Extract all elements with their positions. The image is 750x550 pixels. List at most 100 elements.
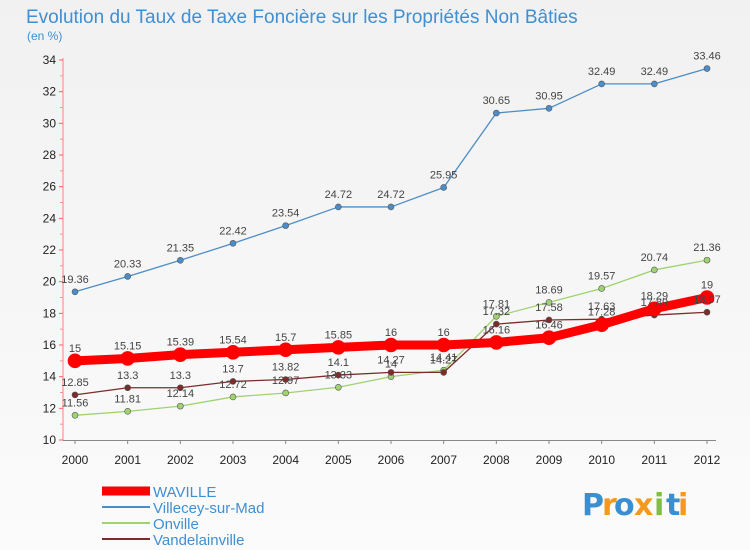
data-label: 16.16	[483, 324, 511, 336]
data-point	[71, 288, 79, 296]
data-point	[545, 299, 553, 306]
data-point	[331, 340, 346, 355]
data-label: 21.36	[693, 242, 721, 254]
data-label: 19.57	[588, 270, 616, 282]
data-label: 13.7	[222, 363, 243, 375]
data-point	[124, 384, 131, 392]
data-label: 15	[69, 343, 81, 355]
brand-letter: x	[634, 488, 653, 523]
data-point	[229, 393, 237, 401]
data-label: 19	[701, 280, 713, 292]
data-label: 11.81	[114, 393, 141, 405]
data-label: 32.49	[588, 66, 616, 78]
data-point	[647, 301, 662, 317]
data-point	[493, 320, 500, 328]
legend-label: Onville	[153, 516, 199, 533]
chart-subtitle: (en %)	[27, 29, 62, 43]
data-label: 15.85	[325, 329, 353, 341]
data-label: 16	[438, 327, 450, 339]
data-label: 13.82	[272, 362, 300, 374]
data-point	[225, 344, 241, 360]
data-label: 13.3	[170, 370, 191, 382]
x-tick-label: 2005	[325, 453, 352, 467]
data-point	[541, 330, 557, 346]
data-point	[440, 184, 447, 191]
data-point	[387, 369, 395, 376]
data-point	[173, 347, 188, 362]
brand-letter: i	[654, 488, 664, 523]
data-point	[229, 378, 237, 385]
x-tick-label: 2006	[378, 453, 405, 467]
data-point	[703, 256, 711, 264]
data-label: 15.7	[275, 332, 296, 344]
brand-letter: r	[602, 488, 617, 523]
x-tick-label: 2000	[62, 453, 89, 467]
data-label: 24.72	[377, 189, 405, 201]
brand-letter: t	[666, 488, 680, 523]
y-tick-label: 22	[43, 243, 57, 257]
data-label: 20.33	[114, 258, 142, 270]
brand-letter: i	[678, 488, 688, 523]
data-point	[229, 240, 237, 247]
data-point	[71, 411, 79, 419]
data-point	[177, 384, 184, 392]
data-point	[545, 316, 553, 324]
series-layer	[67, 65, 715, 419]
data-label: 30.65	[483, 95, 511, 107]
data-label: 12.97	[272, 375, 300, 387]
data-label: 14.27	[377, 354, 405, 366]
data-point	[335, 371, 342, 379]
data-point	[651, 266, 658, 274]
y-tick-label: 10	[43, 433, 57, 447]
data-label: 14.41	[430, 352, 458, 364]
series-line-Villecey-sur-Mad	[74, 67, 708, 293]
data-point	[282, 376, 289, 383]
data-label: 18.07	[693, 294, 721, 306]
x-tick-label: 2009	[536, 453, 563, 467]
y-tick-label: 32	[43, 85, 57, 99]
data-label: 22.42	[219, 225, 247, 237]
data-point	[440, 369, 447, 376]
data-label: 17.32	[483, 306, 511, 318]
x-tick-label: 2003	[220, 453, 247, 467]
data-point	[703, 308, 711, 316]
data-label: 33.46	[693, 51, 721, 63]
data-point	[489, 335, 504, 350]
data-label: 21.35	[167, 242, 195, 254]
data-point	[124, 408, 131, 415]
data-label: 18.69	[535, 284, 563, 296]
y-tick-label: 18	[43, 306, 57, 320]
y-tick-label: 12	[43, 401, 57, 415]
x-tick-label: 2010	[588, 453, 615, 467]
data-label: 14	[385, 359, 397, 371]
data-point	[493, 313, 500, 320]
data-point	[598, 80, 605, 88]
data-point	[703, 65, 711, 72]
data-point	[699, 290, 715, 305]
data-point	[383, 337, 399, 353]
y-tick-label: 30	[43, 116, 57, 130]
data-label: 32.49	[641, 66, 669, 78]
data-label: 24.72	[325, 189, 353, 201]
data-point	[282, 389, 289, 397]
data-point	[545, 104, 553, 112]
x-tick-label: 2002	[167, 453, 194, 467]
data-point	[120, 351, 135, 366]
data-label: 17.58	[535, 302, 563, 314]
y-tick-label: 20	[43, 275, 57, 289]
x-tick-label: 2011	[641, 453, 667, 467]
data-label: 12.72	[219, 379, 247, 391]
data-point	[594, 317, 609, 333]
data-label: 15.15	[114, 340, 142, 352]
data-point	[598, 285, 605, 292]
axes: 10 12 14 16 18 20 22 24 26 28 30 32 34 2000 2001 2002 20…	[43, 53, 721, 467]
data-point	[493, 109, 500, 117]
data-point	[177, 402, 184, 410]
x-tick-label: 2007	[430, 453, 457, 467]
data-label: 30.95	[535, 90, 563, 102]
data-label: 13.3	[117, 370, 138, 382]
data-label: 23.54	[272, 208, 300, 220]
data-label: 20.74	[641, 252, 669, 264]
data-label: 18.29	[641, 291, 669, 303]
